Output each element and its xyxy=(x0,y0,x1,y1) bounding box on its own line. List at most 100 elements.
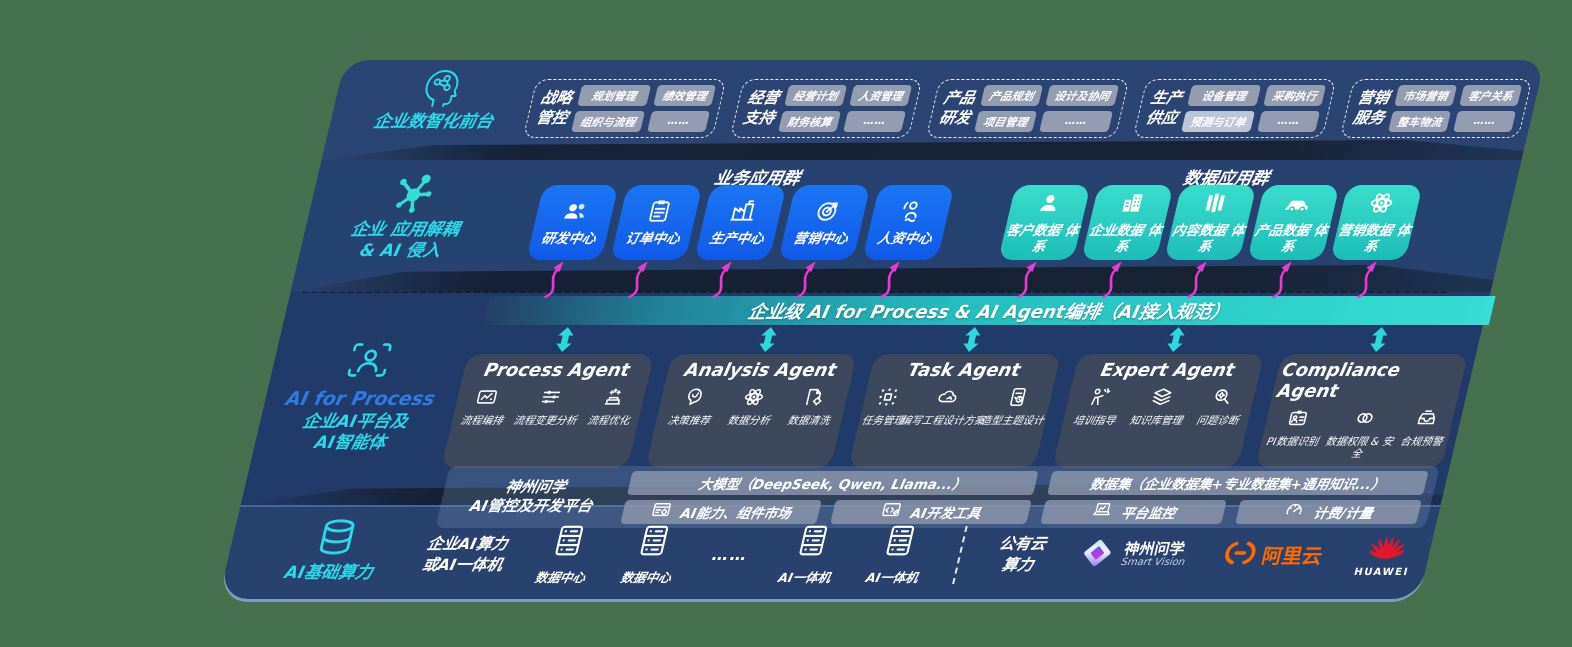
agent-card: Compliance Agent PI数据识别 数据权限 & 安全 合规预警 xyxy=(1255,354,1469,469)
agent-capability-label: 流程编排 xyxy=(459,415,505,427)
data-app-box-label: 产品数据 体系 xyxy=(1253,223,1330,255)
business-app-row: 研发中心 订单中心 生产中心 营销中心 人资中心 xyxy=(526,185,955,260)
id-card-icon xyxy=(1284,407,1312,433)
pink-arrow-icon xyxy=(1351,260,1387,302)
pink-arrow-icon xyxy=(1096,260,1132,302)
agent-card: Process Agent 流程编排 流程变更分析 流程优化 xyxy=(441,354,654,469)
business-app-box-label: 生产中心 xyxy=(707,230,766,247)
agent-capability-label: 决策推荐 xyxy=(666,415,712,427)
front-group-label: 生产 供应 xyxy=(1144,89,1185,127)
business-app-box-label: 订单中心 xyxy=(623,230,682,247)
agent-capability-label: 知识库管理 xyxy=(1128,415,1184,427)
data-app-box: 产品数据 体系 xyxy=(1247,185,1340,260)
business-app-box-label: 研发中心 xyxy=(539,230,598,247)
data-app-box: 营销数据 体系 xyxy=(1330,185,1423,260)
user-icon xyxy=(1032,190,1065,220)
agent-capability-label: 编写工程设计方案 xyxy=(899,415,987,427)
alicloud-name: 阿里云 xyxy=(1259,544,1325,568)
business-app-box: 研发中心 xyxy=(526,185,619,260)
front-chip: 整车物流 xyxy=(1388,111,1451,132)
front-chip: 设备管理 xyxy=(1187,85,1262,106)
model-cells: AI能力、组件市场 AI开发工具 xyxy=(620,499,1032,524)
platform-label-2: AI管控及开发平台 xyxy=(468,497,595,515)
agent-card: Task Agent 任务管理 编写工程设计方案 造型主题设计 xyxy=(848,354,1061,469)
front-chip: …… xyxy=(1453,111,1516,132)
front-group-label: 战略 管控 xyxy=(534,89,575,127)
gauge-icon xyxy=(1281,500,1307,524)
cloud-line-2: 算力 xyxy=(1000,555,1036,574)
diagnosis-icon xyxy=(1209,386,1237,412)
pink-arrow-icon xyxy=(1011,260,1047,302)
front-group-2: 经营 支持 经营计划 人资管理 财务核算…… xyxy=(729,79,923,138)
agent-capability: 问题诊断 xyxy=(1195,386,1247,427)
dataset-group: 数据集（企业数据集+专业数据集+通用知识...） 平台监控 计费/计量 xyxy=(1040,470,1429,524)
agent-title: Process Agent xyxy=(482,360,632,381)
target-icon xyxy=(810,198,843,228)
dataset-cells: 平台监控 计费/计量 xyxy=(1040,499,1422,524)
pink-arrow-icon xyxy=(538,260,574,302)
business-app-box-label: 营销中心 xyxy=(791,230,850,247)
front-chip: 规划管理 xyxy=(577,85,652,106)
ai-layer-title-2: AI智能体 xyxy=(312,433,388,453)
dataset-bar: 数据集（企业数据集+专业数据集+通用知识...） xyxy=(1047,470,1429,495)
front-chip: 项目管理 xyxy=(974,111,1038,132)
agent-capability-label: 合规预警 xyxy=(1398,436,1444,448)
rings-icon xyxy=(1350,407,1378,433)
pink-arrow-icon xyxy=(1266,260,1302,302)
front-group-4: 生产 供应 设备管理 采购执行 预测与订单…… xyxy=(1132,79,1337,138)
server-icon xyxy=(549,524,588,561)
infra-title: AI基础算力 xyxy=(282,563,375,583)
double-arrow-icon xyxy=(1366,326,1392,357)
front-chip: …… xyxy=(843,111,907,132)
infra-node-label: AI一体机 xyxy=(776,569,833,585)
infra-node: 数据中心 xyxy=(619,524,684,586)
agent-title: Expert Agent xyxy=(1098,360,1237,381)
front-office-title: 企业数智化前台 xyxy=(371,112,496,132)
team-icon xyxy=(558,198,591,228)
agent-capability: 流程变更分析 xyxy=(512,386,585,427)
agent-capability: 数据权限 & 安全 xyxy=(1318,407,1404,460)
cloud-divider xyxy=(952,525,968,584)
pink-arrow-icon xyxy=(706,260,742,302)
front-chip: 产品规划 xyxy=(980,85,1044,106)
infra-layer: AI基础算力 企业AI算力 或AI一体机 数据中心 数据中心 …… AI一体机 AI… xyxy=(217,505,1441,602)
infra-label: AI基础算力 xyxy=(256,517,412,584)
front-group-1: 战略 管控 规划管理 绩效管理 组织与流程…… xyxy=(522,79,727,138)
agent-capability-label: 数据分析 xyxy=(726,415,772,427)
agent-capability-label: 问题诊断 xyxy=(1195,415,1240,427)
front-chip: 组织与流程 xyxy=(571,111,646,132)
front-chip: 预测与订单 xyxy=(1181,111,1256,132)
front-chip: 财务核算 xyxy=(778,111,842,132)
app-layer-title-1: 企业 应用解耦 xyxy=(348,220,462,240)
double-arrow-icon xyxy=(755,326,781,357)
molecule-icon xyxy=(385,172,440,220)
huawei-flower-icon xyxy=(1365,532,1408,565)
platform-label-1: 神州问学 xyxy=(503,477,569,496)
person-scan-icon xyxy=(342,340,396,384)
infra-node: AI一体机 xyxy=(864,524,930,586)
training-icon xyxy=(1085,386,1113,412)
agent-title: Analysis Agent xyxy=(682,360,839,381)
data-app-box: 客户数据 体系 xyxy=(998,185,1091,260)
front-chip: 市场营销 xyxy=(1394,85,1458,106)
ai-layer-title-en: AI for Process xyxy=(283,388,438,410)
brain-circuit-icon xyxy=(416,66,467,112)
model-group: 大模型（DeepSeek, Qwen, Llama...） AI能力、组件市场 A… xyxy=(620,470,1039,524)
clipboard-icon xyxy=(642,198,675,228)
infra-node: 数据中心 xyxy=(533,524,598,586)
front-chip: …… xyxy=(1039,111,1114,132)
front-office-label: 企业数智化前台 xyxy=(338,66,540,133)
pink-arrow-icon xyxy=(874,260,910,302)
agent-capability: 数据分析 xyxy=(726,386,778,427)
person-wave-icon xyxy=(894,198,927,228)
infra-node-label: 数据中心 xyxy=(619,569,673,585)
agent-capability-label: 流程变更分析 xyxy=(512,415,579,427)
ai-layer-label: AI for Process 企业AI平台及 AI智能体 xyxy=(253,340,470,454)
agent-capability-label: 数据权限 & 安全 xyxy=(1324,436,1395,461)
app-layer-title-2: & AI 侵入 xyxy=(357,241,443,262)
atom-icon xyxy=(1364,190,1397,220)
alert-mail-icon xyxy=(1412,407,1440,433)
agent-row: Process Agent 流程编排 流程变更分析 流程优化 Analysis Agen… xyxy=(441,354,1469,469)
server-icon xyxy=(635,524,674,561)
agent-capability: 数据清洗 xyxy=(786,386,838,427)
